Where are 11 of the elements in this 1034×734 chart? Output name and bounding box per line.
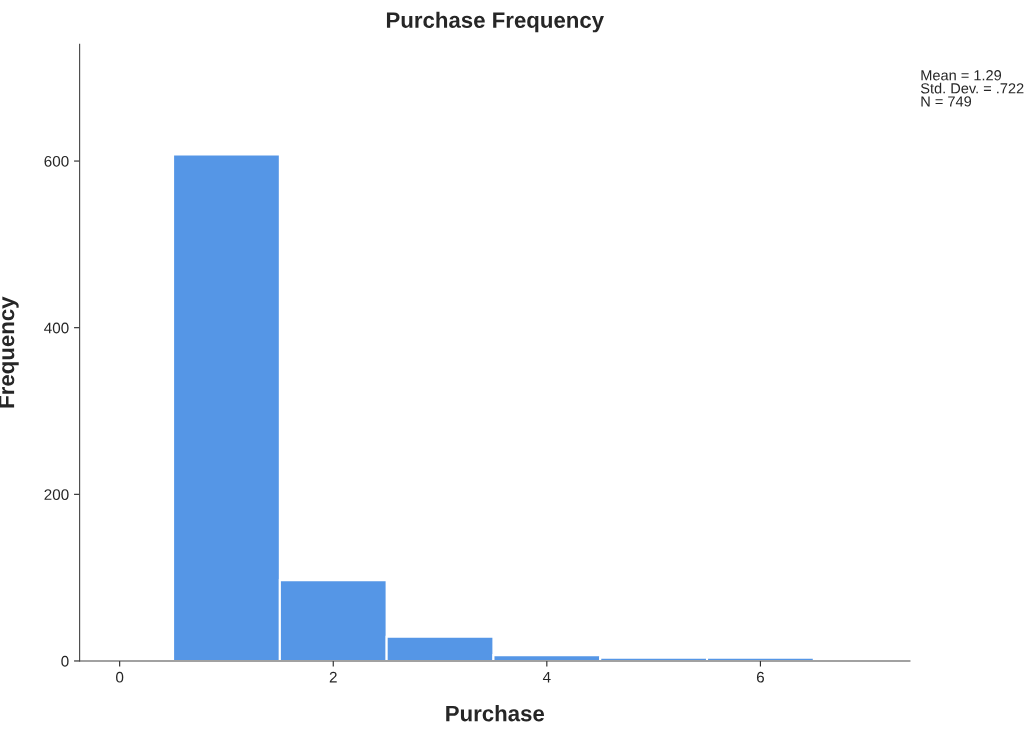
- x-axis-title: Purchase: [446, 705, 545, 722]
- x-tick-label: 4: [542, 671, 551, 683]
- y-tick-label: 600: [44, 155, 69, 167]
- text: Mean = 1.29 Std. Dev. = .722 N = 749: [920, 70, 1024, 107]
- x-tick-label: 0: [116, 671, 124, 683]
- chart-title: Purchase Frequency: [386, 11, 604, 33]
- x-tick-label: 2: [329, 671, 337, 683]
- x-tick-label: 6: [756, 671, 764, 683]
- y-tick-label: 200: [44, 489, 69, 501]
- y-tick-label: 400: [44, 322, 69, 334]
- y-tick-label: 0: [61, 655, 69, 667]
